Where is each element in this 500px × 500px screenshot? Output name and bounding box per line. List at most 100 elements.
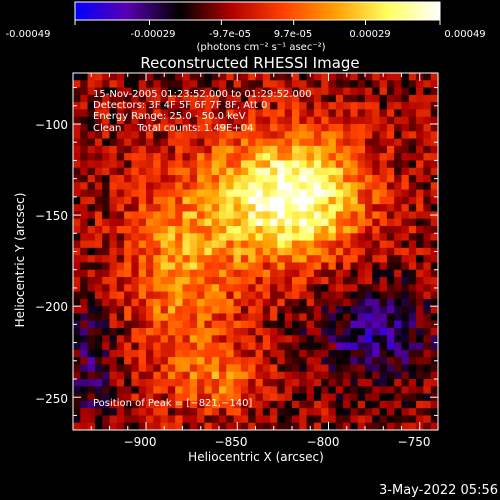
heatmap-cell bbox=[416, 196, 424, 205]
heatmap-cell bbox=[109, 393, 118, 402]
heatmap-cell bbox=[175, 291, 184, 300]
heatmap-cell bbox=[255, 371, 264, 380]
heatmap-cell bbox=[416, 298, 424, 307]
heatmap-cell bbox=[270, 400, 278, 409]
heatmap-cell bbox=[401, 269, 410, 278]
heatmap-cell bbox=[109, 400, 118, 409]
heatmap-cell bbox=[153, 94, 162, 103]
heatmap-cell bbox=[313, 379, 322, 387]
heatmap-cell bbox=[73, 291, 81, 300]
heatmap-cell bbox=[226, 73, 235, 81]
heatmap-cell bbox=[116, 262, 125, 271]
heatmap-cell bbox=[401, 102, 410, 111]
heatmap-cell bbox=[197, 182, 205, 191]
heatmap-cell bbox=[167, 204, 176, 213]
heatmap-cell bbox=[131, 145, 140, 154]
heatmap-cell bbox=[313, 393, 322, 402]
heatmap-cell bbox=[335, 240, 344, 249]
heatmap-cell bbox=[277, 138, 286, 147]
heatmap-cell bbox=[131, 73, 140, 81]
annotation-energy-range: Energy Range: 25.0 - 50.0 keV bbox=[93, 111, 246, 122]
heatmap-cell bbox=[167, 379, 176, 387]
heatmap-cell bbox=[306, 218, 315, 227]
heatmap-cell bbox=[277, 328, 286, 336]
heatmap-cell bbox=[189, 175, 198, 183]
heatmap-cell bbox=[262, 306, 271, 315]
heatmap-cell bbox=[197, 269, 205, 278]
heatmap-cell bbox=[219, 211, 227, 220]
heatmap-cell bbox=[124, 145, 132, 154]
heatmap-cell bbox=[416, 109, 424, 118]
heatmap-cell bbox=[226, 277, 235, 285]
heatmap-cell bbox=[226, 218, 235, 227]
heatmap-cell bbox=[175, 269, 184, 278]
heatmap-cell bbox=[284, 233, 293, 242]
heatmap-cell bbox=[87, 269, 96, 278]
heatmap-cell bbox=[182, 386, 191, 395]
heatmap-cell bbox=[204, 189, 213, 198]
heatmap-cell bbox=[160, 80, 169, 89]
heatmap-cell bbox=[146, 240, 154, 249]
heatmap-cell bbox=[219, 306, 227, 315]
heatmap-cell bbox=[357, 415, 366, 424]
heatmap-cell bbox=[233, 182, 242, 191]
heatmap-cell bbox=[292, 364, 300, 373]
heatmap-cell bbox=[357, 138, 366, 147]
heatmap-cell bbox=[394, 291, 403, 300]
heatmap-cell bbox=[102, 153, 111, 162]
heatmap-cell bbox=[160, 400, 169, 409]
heatmap-cell bbox=[233, 386, 242, 395]
heatmap-cell bbox=[328, 269, 337, 278]
heatmap-cell bbox=[131, 204, 140, 213]
heatmap-cell bbox=[328, 167, 337, 176]
heatmap-cell bbox=[284, 182, 293, 191]
heatmap-cell bbox=[335, 284, 344, 293]
heatmap-cell bbox=[372, 102, 381, 111]
heatmap-cell bbox=[240, 102, 249, 111]
heatmap-cell bbox=[423, 306, 432, 315]
heatmap-cell bbox=[226, 182, 235, 191]
heatmap-cell bbox=[175, 138, 184, 147]
heatmap-cell bbox=[226, 124, 235, 132]
heatmap-cell bbox=[87, 160, 96, 169]
colorbar-tick-label: -9.7e-05 bbox=[209, 29, 251, 40]
heatmap-cell bbox=[343, 269, 351, 278]
heatmap-cell bbox=[87, 153, 96, 162]
heatmap-cell bbox=[262, 182, 271, 191]
heatmap-cell bbox=[204, 400, 213, 409]
heatmap-cell bbox=[248, 160, 257, 169]
heatmap-cell bbox=[226, 415, 235, 424]
heatmap-cell bbox=[394, 87, 403, 96]
heatmap-cell bbox=[408, 415, 417, 424]
heatmap-cell bbox=[313, 138, 322, 147]
heatmap-cell bbox=[365, 145, 373, 154]
heatmap-cell bbox=[138, 204, 147, 213]
heatmap-cell bbox=[423, 182, 432, 191]
heatmap-cell bbox=[226, 349, 235, 358]
heatmap-cell bbox=[160, 269, 169, 278]
heatmap-cell bbox=[160, 255, 169, 264]
heatmap-cell bbox=[73, 255, 81, 264]
heatmap-cell bbox=[386, 196, 395, 205]
heatmap-cell bbox=[277, 335, 286, 344]
heatmap-cell bbox=[350, 218, 359, 227]
heatmap-cell bbox=[211, 386, 220, 395]
heatmap-cell bbox=[153, 408, 162, 417]
heatmap-cell bbox=[313, 247, 322, 256]
heatmap-cell bbox=[277, 393, 286, 402]
heatmap-cell bbox=[379, 145, 388, 154]
heatmap-cell bbox=[401, 291, 410, 300]
heatmap-cell bbox=[189, 349, 198, 358]
heatmap-cell bbox=[430, 269, 438, 278]
heatmap-cell bbox=[270, 153, 278, 162]
heatmap-cell bbox=[270, 145, 278, 154]
heatmap-cell bbox=[87, 393, 96, 402]
heatmap-cell bbox=[87, 328, 96, 336]
heatmap-cell bbox=[277, 124, 286, 132]
heatmap-cell bbox=[102, 284, 111, 293]
heatmap-cell bbox=[102, 400, 111, 409]
heatmap-cell bbox=[386, 386, 395, 395]
heatmap-cell bbox=[423, 313, 432, 322]
heatmap-cell bbox=[175, 393, 184, 402]
heatmap-cell bbox=[408, 131, 417, 140]
